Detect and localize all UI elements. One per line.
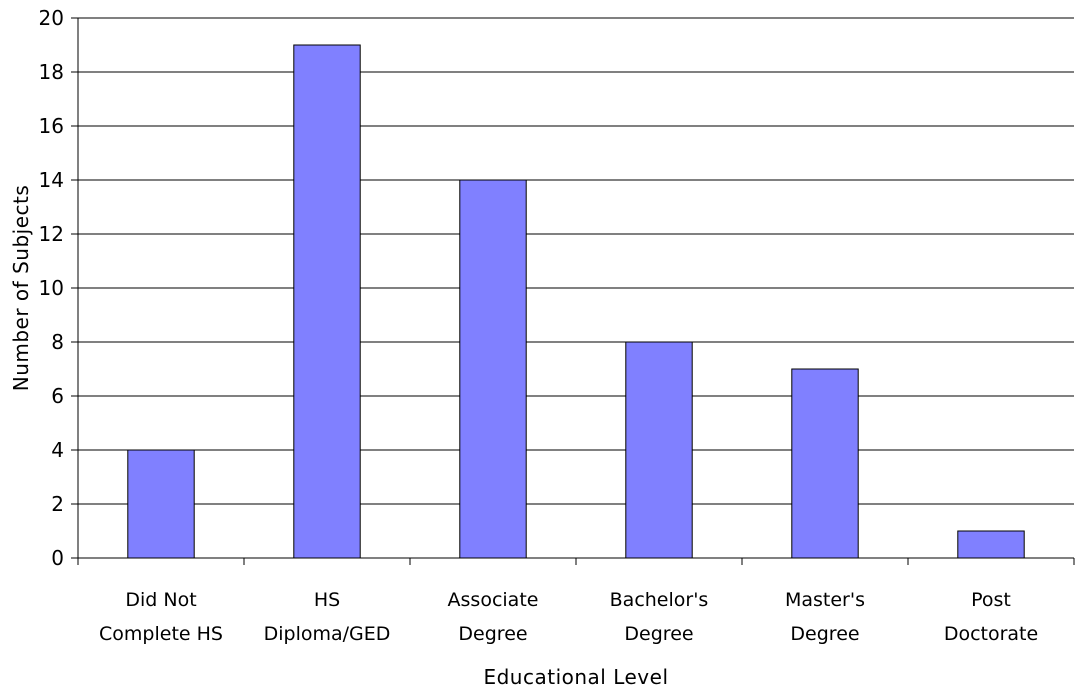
bar <box>459 179 527 559</box>
x-category-label: Complete HS <box>99 623 223 645</box>
bar <box>957 530 1025 559</box>
bar <box>625 341 693 559</box>
x-category-label: Post <box>971 589 1011 611</box>
x-category-label: HS <box>314 589 340 611</box>
x-category-label: Associate <box>448 589 539 611</box>
x-category-label: Diploma/GED <box>264 623 391 645</box>
y-tick-label: 0 <box>51 546 64 570</box>
gridlines <box>78 17 1074 505</box>
x-category-label: Degree <box>624 623 693 645</box>
x-category-label: Degree <box>790 623 859 645</box>
y-tick-label: 14 <box>39 168 64 192</box>
y-tick-label: 8 <box>51 330 64 354</box>
bar <box>127 449 195 559</box>
bars <box>127 44 1025 559</box>
x-category-label: Doctorate <box>944 623 1038 645</box>
bar <box>791 368 859 559</box>
x-category-label: Did Not <box>125 589 196 611</box>
y-tick-label: 18 <box>39 60 64 84</box>
y-tick-label: 10 <box>39 276 64 300</box>
bar <box>293 44 361 559</box>
y-tick-label: 6 <box>51 384 64 408</box>
y-tick-label: 4 <box>51 438 64 462</box>
y-tick-label: 12 <box>39 222 64 246</box>
x-category-label: Bachelor's <box>610 589 709 611</box>
y-tick-labels: 0 2 4 6 8 10 12 14 16 18 20 <box>39 6 64 570</box>
y-tick-label: 2 <box>51 492 64 516</box>
y-tick-label: 20 <box>39 6 64 30</box>
y-axis-title: Number of Subjects <box>9 185 33 392</box>
axes <box>71 17 1075 565</box>
x-category-labels: Did Not Complete HS HS Diploma/GED Associate… <box>99 589 1038 645</box>
x-axis-title: Educational Level <box>483 665 668 689</box>
x-category-label: Degree <box>458 623 527 645</box>
x-category-label: Master's <box>785 589 865 611</box>
y-tick-label: 16 <box>39 114 64 138</box>
